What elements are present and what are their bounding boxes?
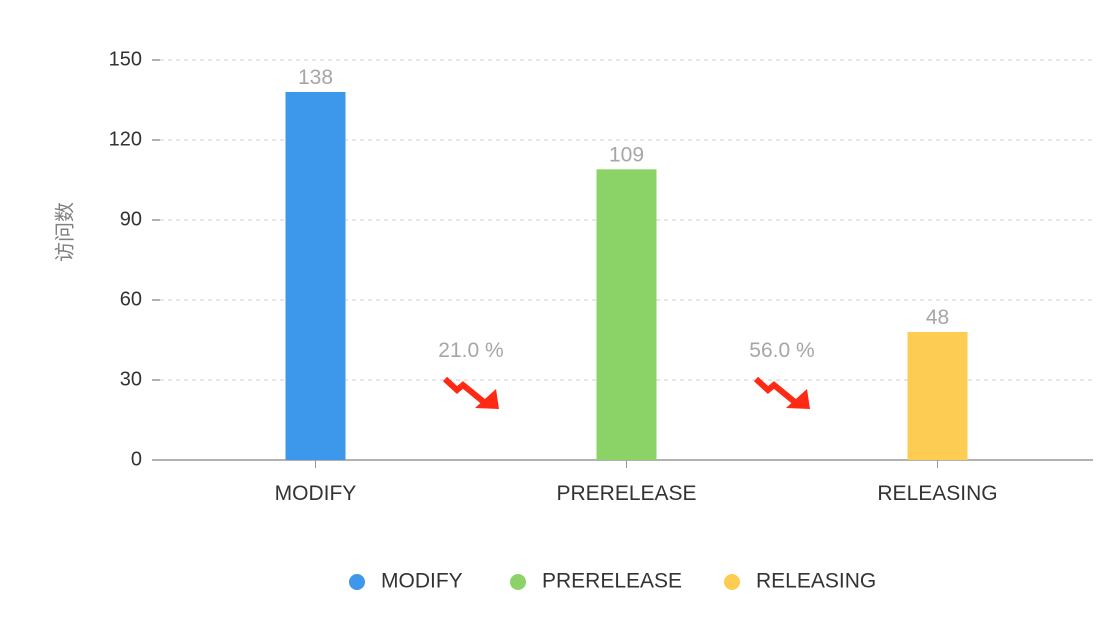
trend-down-arrow-icon [753, 376, 810, 409]
x-tick-label: RELEASING [877, 482, 997, 505]
y-tick-label: 90 [120, 208, 142, 230]
legend: MODIFY PRERELEASE RELEASING [349, 570, 876, 593]
bars [285, 92, 968, 461]
bar-value-label: 109 [609, 143, 644, 166]
legend-marker[interactable] [724, 574, 740, 590]
legend-marker[interactable] [349, 574, 365, 590]
x-tick-label: PRERELEASE [556, 482, 696, 505]
legend-label[interactable]: MODIFY [381, 570, 463, 593]
conversion-annotations: 21.0 % 56.0 % [438, 339, 815, 409]
legend-label[interactable]: PRERELEASE [542, 570, 682, 593]
y-tick-label: 30 [120, 368, 142, 390]
y-tick-label: 60 [120, 288, 142, 310]
y-tick-label: 150 [109, 48, 142, 70]
conversion-rate-label: 56.0 % [749, 339, 814, 362]
bar-modify[interactable] [285, 92, 346, 460]
trend-down-arrow-icon [442, 376, 499, 409]
y-axis-title: 访问数 [53, 202, 77, 262]
legend-marker[interactable] [510, 574, 526, 590]
conversion-rate-label: 21.0 % [438, 339, 503, 362]
bar-value-label: 138 [298, 66, 333, 89]
legend-label[interactable]: RELEASING [756, 570, 876, 593]
y-tick-label: 120 [109, 128, 142, 150]
bar-value-label: 48 [926, 306, 949, 329]
bar-releasing[interactable] [907, 332, 968, 460]
data-labels: 138 109 48 [298, 66, 949, 329]
y-tick-label: 0 [131, 448, 142, 470]
x-tick-label: MODIFY [275, 482, 357, 505]
bar-prerelease[interactable] [596, 169, 657, 461]
